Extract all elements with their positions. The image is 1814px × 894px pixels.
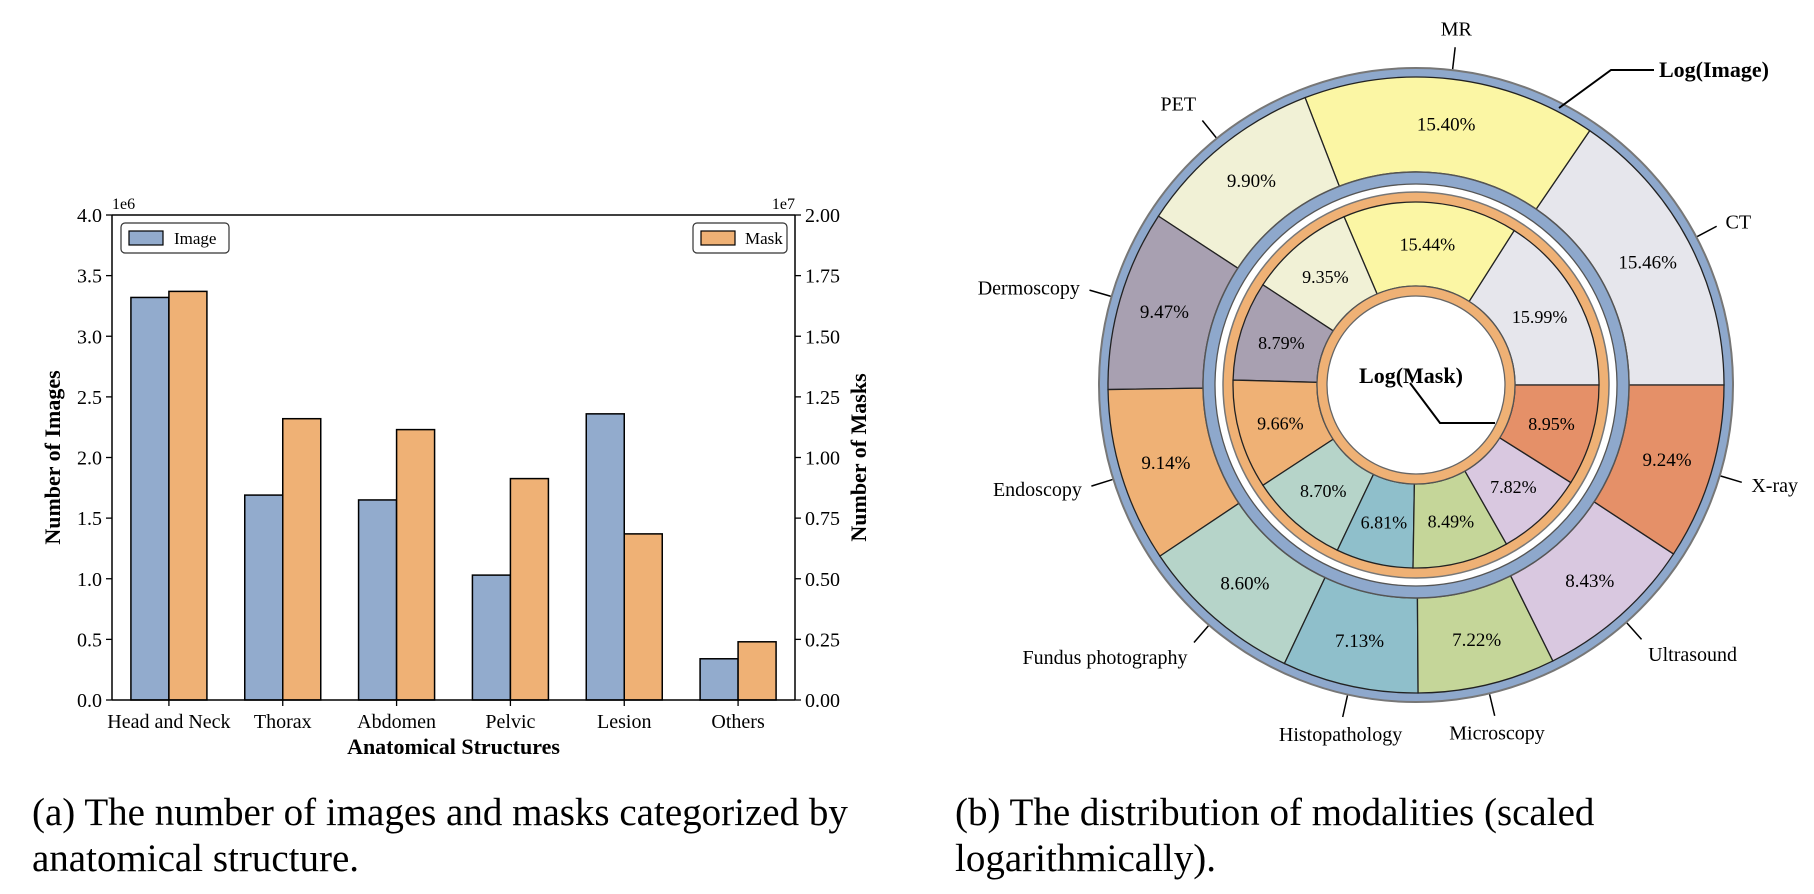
legend-label-image: Image — [174, 229, 216, 248]
outer-ring-slice-label: 7.22% — [1452, 630, 1501, 651]
category-leader — [1091, 478, 1113, 487]
y2-tick-label: 0.25 — [805, 629, 840, 651]
x-tick-label: Head and Neck — [107, 711, 230, 733]
x-tick-label: Lesion — [597, 711, 651, 733]
mask-bar — [509, 477, 550, 701]
outer-ring-slice-label: 15.40% — [1417, 115, 1476, 136]
y2-tick-label: 1.25 — [805, 387, 840, 409]
category-label: Dermoscopy — [978, 277, 1080, 299]
y-tick-label: 1.5 — [77, 508, 102, 530]
caption-a: (a) The number of images and masks categ… — [32, 791, 848, 880]
category-leader — [1626, 622, 1643, 640]
inner-ring-slice-label: 8.49% — [1428, 512, 1475, 532]
outer-ring-slice-label: 8.60% — [1220, 573, 1269, 594]
y-tick-label: 3.0 — [77, 326, 102, 348]
inner-ring-slice-label: 7.82% — [1490, 477, 1537, 497]
category-label: Endoscopy — [993, 479, 1082, 501]
inner-ring-slice-label: 15.99% — [1512, 307, 1568, 327]
y2-tick-label: 1.50 — [805, 326, 840, 348]
category-leader — [1696, 225, 1718, 238]
mask-bar — [282, 417, 322, 701]
inner-ring-slice-label: 9.66% — [1257, 413, 1304, 433]
image-bar — [357, 499, 398, 701]
inner-ring-slice-label: 9.35% — [1302, 267, 1349, 287]
log-mask-label: Log(Mask) — [1359, 363, 1463, 388]
caption-b: (b) The distribution of modalities (scal… — [955, 791, 1595, 880]
category-label: MR — [1441, 18, 1473, 40]
inner-ring-slice-label: 8.70% — [1300, 481, 1347, 501]
inner-ring-slice-label: 8.79% — [1258, 333, 1305, 353]
y-tick-label: 3.5 — [77, 266, 102, 288]
outer-ring-slice-label: 9.24% — [1642, 450, 1691, 471]
x-tick-label: Thorax — [254, 711, 312, 733]
inner-ring-slice-label: 6.81% — [1361, 512, 1408, 532]
y-tick-label: 0.5 — [77, 629, 102, 651]
image-bar — [585, 413, 625, 701]
x-axis-label: Anatomical Structures — [347, 734, 560, 759]
category-leader — [1451, 47, 1456, 70]
log-mask-leader — [1409, 382, 1495, 424]
y2-tick-label: 1.75 — [805, 266, 840, 288]
center-hole — [1326, 295, 1506, 475]
legend-label-mask: Mask — [745, 229, 783, 248]
mask-bar — [623, 533, 663, 701]
inner-ring-slice-label: 8.95% — [1528, 414, 1575, 434]
outer-ring-slice-label: 9.90% — [1227, 171, 1276, 192]
category-label: X-ray — [1751, 475, 1798, 497]
image-bar — [699, 658, 739, 701]
category-label: Microscopy — [1449, 722, 1545, 744]
y-tick-label: 4.0 — [77, 205, 102, 227]
x-tick-label: Abdomen — [357, 711, 436, 733]
y-tick-label: 2.5 — [77, 387, 102, 409]
category-label: Histopathology — [1279, 724, 1402, 746]
inner-ring-slice-label: 15.44% — [1400, 234, 1456, 254]
legend-mask: Mask — [692, 222, 788, 254]
outer-ring-slice-label: 8.43% — [1565, 571, 1614, 592]
y2-scale-label: 1e7 — [772, 196, 795, 213]
y-tick-label: 2.0 — [77, 448, 102, 470]
y-tick-label: 1.0 — [77, 569, 102, 591]
mask-bar — [737, 641, 777, 701]
y2-tick-label: 1.00 — [805, 448, 840, 470]
mask-bar — [395, 428, 436, 701]
x-tick-label: Pelvic — [485, 711, 535, 733]
outer-ring-slice-label: 9.47% — [1140, 302, 1189, 323]
y2-tick-label: 0.00 — [805, 690, 840, 712]
category-label: PET — [1161, 94, 1197, 116]
outer-ring-slice-label: 15.46% — [1618, 253, 1677, 274]
image-bar — [244, 494, 284, 701]
y-tick-label: 0.0 — [77, 690, 102, 712]
y2-tick-label: 0.50 — [805, 569, 840, 591]
category-leader — [1089, 289, 1111, 297]
outer-ring-slice-label: 9.14% — [1141, 453, 1190, 474]
y2-axis-label: Number of Masks — [846, 373, 871, 542]
y-scale-label: 1e6 — [112, 196, 135, 213]
donut-chart: 15.46% 15.40% 9.90% 9.47% 9.14% 8.60% 7.13% 7.2… — [978, 18, 1798, 745]
bar-chart: Head and Neck Thorax Abdomen Pelvic Lesion Ot… — [40, 196, 871, 759]
outer-ring-slice-label: 7.13% — [1335, 631, 1384, 652]
legend-image: Image — [120, 222, 230, 254]
y2-tick-label: 0.75 — [805, 508, 840, 530]
image-bar — [471, 574, 512, 701]
legend-swatch-image — [128, 230, 164, 246]
y-axis-label: Number of Images — [40, 370, 65, 545]
category-leader — [1720, 475, 1742, 484]
category-leader — [1201, 120, 1217, 139]
legend-swatch-mask — [700, 230, 736, 246]
category-leader — [1341, 695, 1349, 718]
mask-bar — [168, 290, 208, 701]
log-image-label: Log(Image) — [1659, 57, 1769, 82]
x-tick-label: Others — [711, 711, 765, 733]
category-label: Ultrasound — [1648, 644, 1737, 666]
log-image-leader — [1558, 69, 1654, 109]
y2-tick-label: 2.00 — [805, 205, 840, 227]
image-bar — [130, 296, 170, 701]
category-label: CT — [1726, 212, 1752, 234]
category-leader — [1488, 694, 1496, 716]
category-leader — [1193, 625, 1209, 644]
category-label: Fundus photography — [1022, 647, 1187, 669]
